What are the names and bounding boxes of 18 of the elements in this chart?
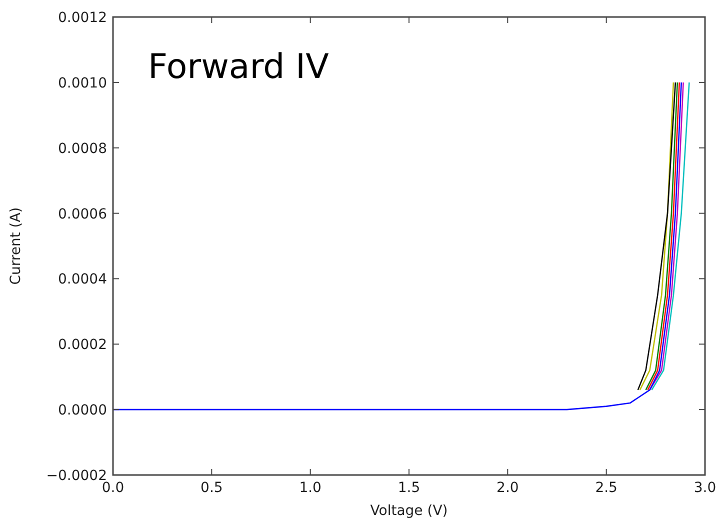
y-axis-title: Current (A) bbox=[8, 207, 24, 285]
x-tick-label: 1.5 bbox=[398, 480, 420, 496]
y-tick-label: 0.0008 bbox=[58, 140, 107, 157]
y-tick-label: 0.0004 bbox=[58, 272, 108, 288]
x-tick-label: 0.0 bbox=[102, 480, 124, 496]
x-tick-label: 3.0 bbox=[694, 480, 716, 496]
y-tick-label: 0.0002 bbox=[58, 337, 107, 354]
x-tick-label: 1.0 bbox=[299, 480, 322, 496]
y-tick-label: 0.0000 bbox=[58, 402, 107, 419]
x-tick-label: 2.0 bbox=[496, 480, 519, 496]
y-tick-label: 0.0006 bbox=[58, 206, 108, 222]
text: Forward IV bbox=[148, 47, 329, 87]
y-tick-label: 0.0010 bbox=[58, 75, 107, 92]
x-tick-label: 2.5 bbox=[595, 480, 618, 496]
x-tick-label: 0.5 bbox=[200, 480, 223, 496]
line-series bbox=[651, 82, 690, 391]
x-axis-title: Voltage (V) bbox=[370, 503, 448, 519]
y-tick-label: 0.0012 bbox=[58, 10, 107, 26]
